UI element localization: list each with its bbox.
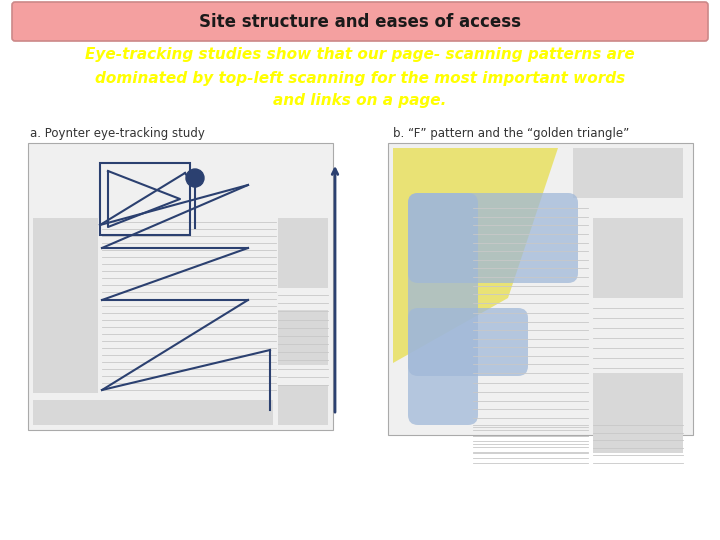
Bar <box>33 218 98 393</box>
Text: Site structure and eases of access: Site structure and eases of access <box>199 13 521 31</box>
Circle shape <box>186 169 204 187</box>
Bar <box>573 148 683 198</box>
FancyBboxPatch shape <box>408 308 528 376</box>
Text: a. Poynter eye-tracking study: a. Poynter eye-tracking study <box>30 126 205 139</box>
Bar <box>28 143 333 430</box>
Bar <box>593 373 683 453</box>
Bar <box>33 400 273 425</box>
Text: dominated by top-left scanning for the most important words: dominated by top-left scanning for the m… <box>95 71 625 85</box>
Bar <box>278 218 328 288</box>
Bar <box>278 385 328 425</box>
Text: Eye-tracking studies show that our page- scanning patterns are: Eye-tracking studies show that our page-… <box>85 48 635 63</box>
Bar <box>593 218 683 298</box>
Bar <box>388 143 693 435</box>
Polygon shape <box>393 148 558 363</box>
Text: and links on a page.: and links on a page. <box>274 92 446 107</box>
FancyBboxPatch shape <box>408 193 478 425</box>
Bar <box>100 163 190 235</box>
FancyBboxPatch shape <box>408 193 578 283</box>
Bar <box>278 310 328 365</box>
Text: b. “F” pattern and the “golden triangle”: b. “F” pattern and the “golden triangle” <box>393 126 629 139</box>
FancyBboxPatch shape <box>12 2 708 41</box>
